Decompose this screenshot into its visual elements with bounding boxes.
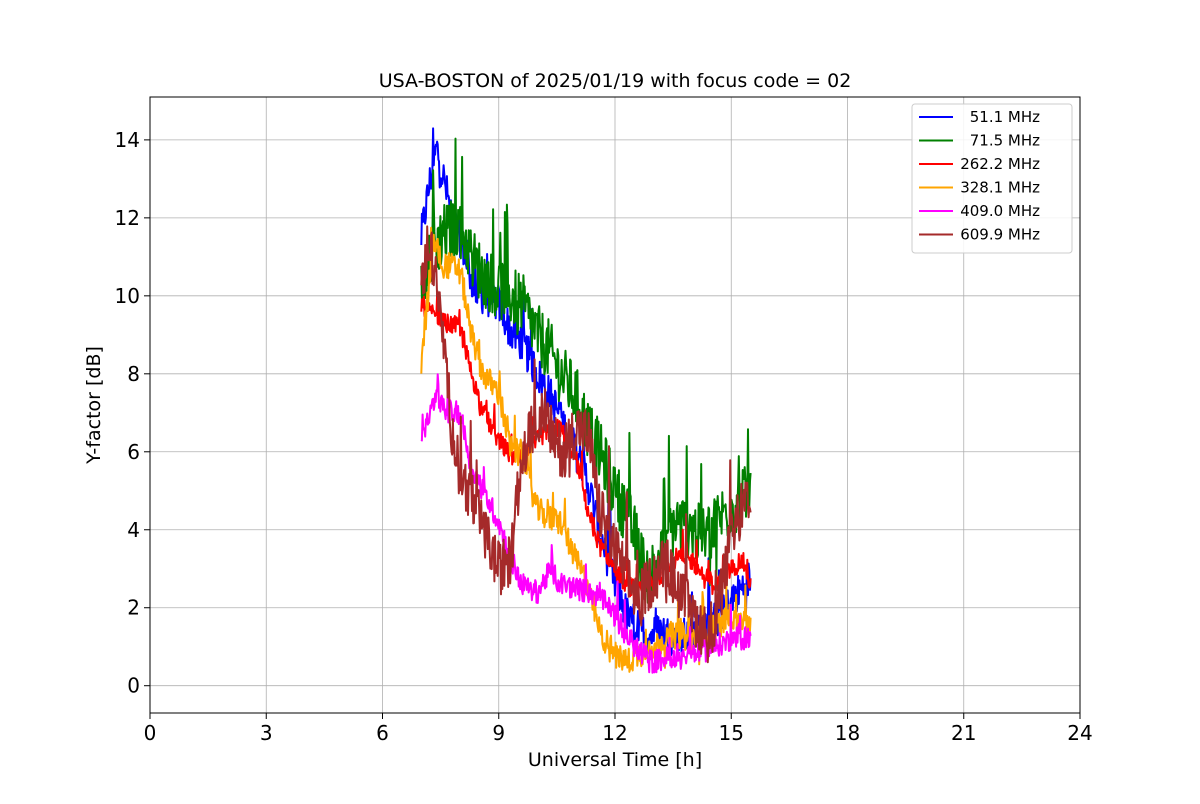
- legend-label: 71.5 MHz: [970, 132, 1040, 150]
- x-tick-label: 3: [260, 721, 273, 745]
- x-tick-label: 15: [719, 721, 744, 745]
- y-tick-label: 4: [127, 518, 140, 542]
- series-line-6: [420, 225, 752, 664]
- legend-label: 262.2 MHz: [960, 155, 1040, 173]
- legend-label: 609.9 MHz: [960, 226, 1040, 244]
- legend-label: 328.1 MHz: [960, 179, 1040, 197]
- x-tick-label: 18: [835, 721, 860, 745]
- x-tick-label: 0: [144, 721, 157, 745]
- y-tick-label: 10: [115, 284, 140, 308]
- x-tick-label: 21: [951, 721, 976, 745]
- y-tick-label: 6: [127, 440, 140, 464]
- x-tick-label: 9: [492, 721, 505, 745]
- series-group: [420, 127, 752, 674]
- grid: [149, 97, 1081, 713]
- x-tick-label: 24: [1067, 721, 1092, 745]
- legend: 51.1 MHz 71.5 MHz 262.2 MHz 328.1 MHz 409.0 …: [911, 103, 1073, 254]
- x-tick-label: 12: [602, 721, 627, 745]
- y-tick-label: 14: [115, 128, 140, 152]
- series-line-3: [420, 293, 752, 598]
- y-tick-label: 2: [127, 596, 140, 620]
- legend-label: 51.1 MHz: [970, 108, 1040, 126]
- x-tick-label: 6: [376, 721, 389, 745]
- y-tick-label: 8: [127, 362, 140, 386]
- legend-label: 409.0 MHz: [960, 202, 1040, 220]
- y-tick-label: 0: [127, 674, 140, 698]
- x-axis-label: Universal Time [h]: [528, 749, 702, 771]
- chart-title: USA-BOSTON of 2025/01/19 with focus code…: [379, 70, 852, 92]
- y-axis-label: Y-factor [dB]: [83, 346, 105, 465]
- y-tick-label: 12: [115, 206, 140, 230]
